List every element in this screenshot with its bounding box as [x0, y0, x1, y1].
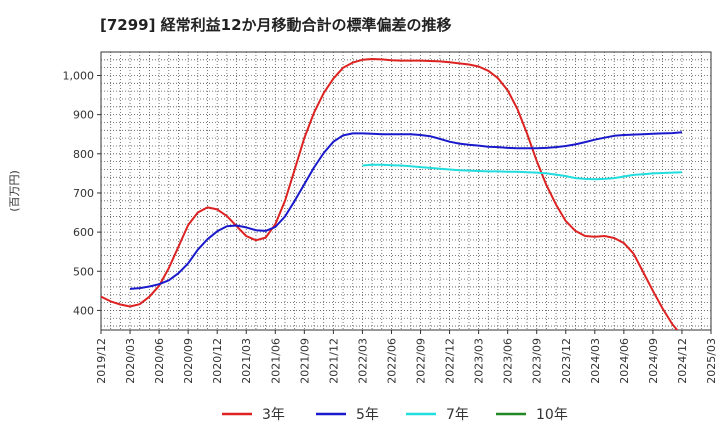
series-lines — [101, 58, 683, 330]
x-tick-label: 2021/09 — [298, 338, 311, 384]
legend-label-3年: 3年 — [262, 407, 285, 423]
x-tick-label: 2020/03 — [124, 338, 137, 384]
y-tick-label: 900 — [73, 109, 94, 122]
x-tick-label: 2024/03 — [589, 338, 602, 384]
x-tick-label: 2023/03 — [473, 338, 486, 384]
legend-label-10年: 10年 — [536, 407, 568, 423]
x-tick-label: 2024/12 — [676, 338, 689, 384]
x-tick-label: 2024/06 — [618, 338, 631, 384]
x-tick-label: 2024/09 — [647, 338, 660, 384]
y-tick-label: 700 — [73, 187, 94, 200]
y-tick-label: 800 — [73, 148, 94, 161]
x-tick-label: 2021/03 — [240, 338, 253, 384]
y-tick-label: 500 — [73, 265, 94, 278]
x-tick-label: 2020/09 — [182, 338, 195, 384]
plot-area — [100, 51, 712, 331]
x-tick-label: 2022/03 — [356, 338, 369, 384]
x-tick-label: 2021/12 — [327, 338, 340, 384]
series-line-7年 — [362, 163, 683, 181]
y-tick-label: 600 — [73, 226, 94, 239]
legend-label-7年: 7年 — [446, 407, 469, 423]
legend-label-5年: 5年 — [356, 407, 379, 423]
y-axis-label: (百万円) — [8, 170, 21, 212]
x-tick-label: 2025/03 — [705, 338, 718, 384]
series-line-5年 — [129, 131, 683, 290]
x-tick-label: 2022/09 — [415, 338, 428, 384]
x-tick-label: 2020/12 — [211, 338, 224, 384]
legend: 3年 5年 7年 10年 — [222, 407, 568, 423]
x-tick-label: 2021/06 — [269, 338, 282, 384]
chart-title: [7299] 経常利益12か月移動合計の標準偏差の推移 — [100, 16, 452, 34]
y-tick-label: 1,000 — [63, 69, 95, 82]
x-tick-label: 2022/12 — [444, 338, 457, 384]
x-tick-label: 2019/12 — [95, 338, 108, 384]
grid — [101, 52, 711, 330]
x-axis: 2019/12 2020/03 2020/06 2020/09 2020/12 2021/… — [95, 330, 718, 384]
x-tick-label: 2020/06 — [153, 338, 166, 384]
x-tick-label: 2022/06 — [385, 338, 398, 384]
series-line-3年 — [101, 58, 679, 330]
y-tick-label: 400 — [73, 304, 94, 317]
x-tick-label: 2023/12 — [560, 338, 573, 384]
x-tick-label: 2023/06 — [502, 338, 515, 384]
x-tick-label: 2023/09 — [531, 338, 544, 384]
y-axis: 400 500 600 700 800 900 1,000 — [63, 69, 101, 317]
